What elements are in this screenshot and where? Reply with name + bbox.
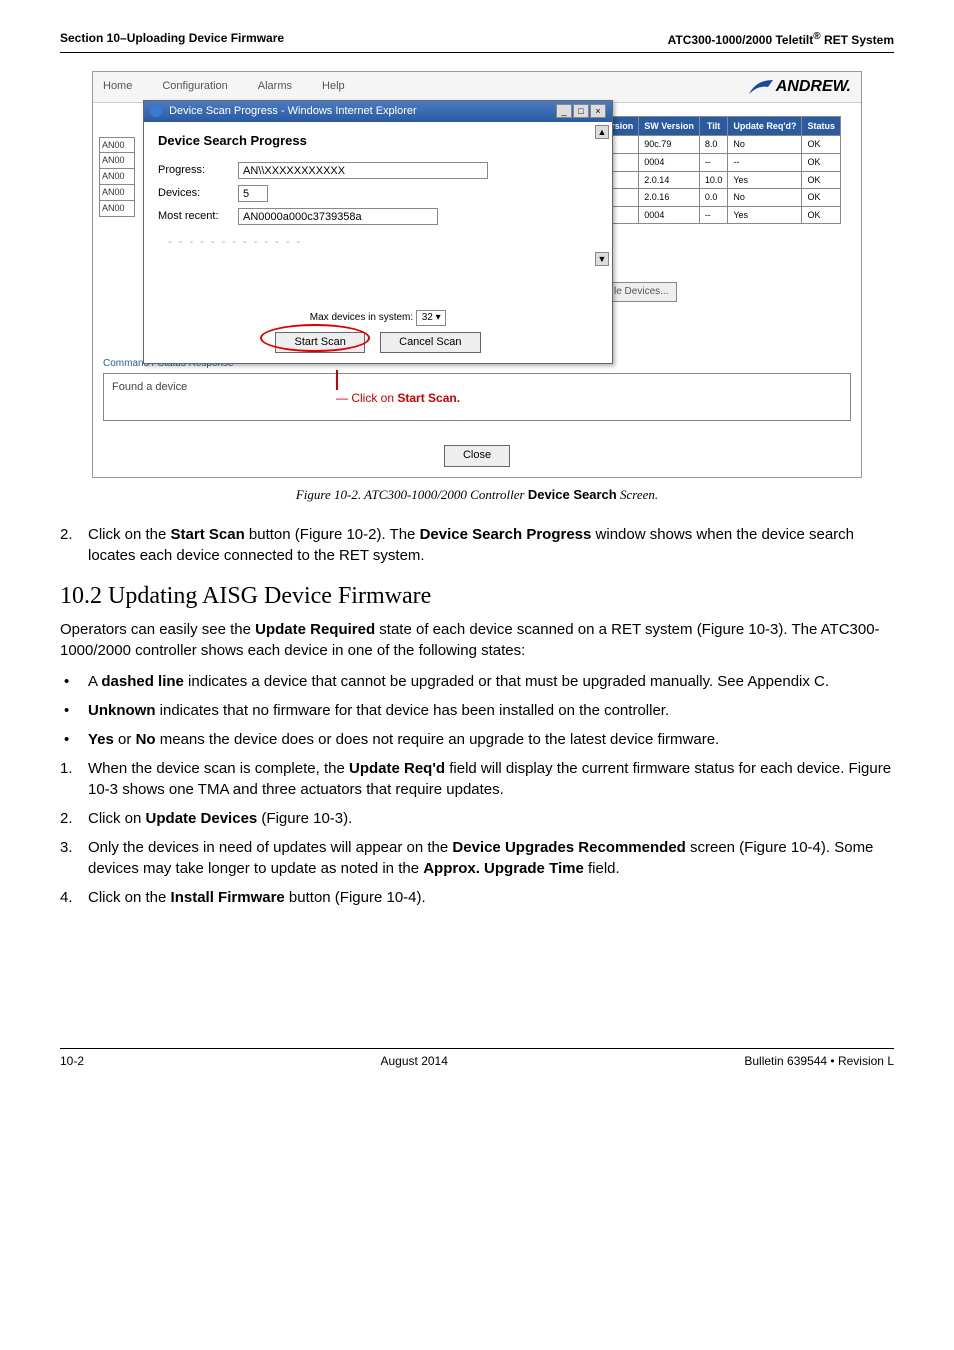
- mostrecent-label: Most recent:: [158, 209, 238, 224]
- swoosh-icon: [748, 78, 774, 96]
- table-cell: No: [728, 136, 802, 154]
- app-menubar: Home Configuration Alarms Help ANDREW.: [93, 72, 861, 103]
- table-cell: 10.0: [699, 171, 728, 189]
- scroll-down-icon[interactable]: ▼: [595, 252, 609, 266]
- figure-caption: Figure 10-2. ATC300-1000/2000 Controller…: [60, 486, 894, 504]
- maxdev-select[interactable]: 32 ▾: [416, 310, 446, 326]
- table-cell: 8.0: [699, 136, 728, 154]
- table-row: 02.0090c.798.0NoOK: [578, 136, 841, 154]
- close-button-bottom[interactable]: Close: [444, 445, 510, 466]
- menu-alarms[interactable]: Alarms: [258, 79, 292, 94]
- footer-right: Bulletin 639544 • Revision L: [744, 1053, 894, 1070]
- table-cell: Yes: [728, 206, 802, 224]
- table-row: AN00: [99, 169, 135, 185]
- close-button[interactable]: ×: [590, 104, 606, 118]
- footer-center: August 2014: [381, 1053, 448, 1070]
- device-scan-dialog: Device Scan Progress - Windows Internet …: [143, 100, 613, 364]
- table-cell: OK: [802, 171, 841, 189]
- table-row: 01.002.0.1410.0YesOK: [578, 171, 841, 189]
- menu-items: Home Configuration Alarms Help: [103, 79, 345, 94]
- dotted-divider: - - - - - - - - - - - - -: [168, 235, 598, 250]
- callout-annotation: — Click on Start Scan.: [336, 390, 460, 407]
- list-item: • A dashed line indicates a device that …: [60, 671, 894, 692]
- list-item: • Unknown indicates that no firmware for…: [60, 700, 894, 721]
- section-intro: Operators can easily see the Update Requ…: [60, 619, 894, 661]
- close-row: Close: [93, 437, 861, 476]
- tile-devices-button[interactable]: le Devices...: [605, 282, 677, 302]
- bullet-list: • A dashed line indicates a device that …: [60, 671, 894, 750]
- table-cell: 90c.79: [639, 136, 700, 154]
- table-cell: 0004: [639, 153, 700, 171]
- table-cell: Yes: [728, 171, 802, 189]
- footer-left: 10-2: [60, 1053, 84, 1070]
- table-cell: 0.0: [699, 189, 728, 207]
- minimize-button[interactable]: _: [556, 104, 572, 118]
- devices-label: Devices:: [158, 186, 238, 201]
- header-right: ATC300-1000/2000 Teletilt® RET System: [668, 30, 894, 49]
- table-cell: OK: [802, 206, 841, 224]
- step-list-2: 1. When the device scan is complete, the…: [60, 758, 894, 908]
- menu-help[interactable]: Help: [322, 79, 345, 94]
- start-scan-button[interactable]: Start Scan: [275, 332, 364, 353]
- status-box: Found a device — Click on Start Scan.: [103, 373, 851, 421]
- step-list-1: 2. Click on the Start Scan button (Figur…: [60, 524, 894, 566]
- bg-left-column: AN00 AN00 AN00 AN00 AN00: [99, 137, 135, 217]
- controller-screenshot: Home Configuration Alarms Help ANDREW. A…: [92, 71, 862, 478]
- table-row: AN00: [99, 185, 135, 201]
- devices-field: 5: [238, 185, 268, 202]
- ie-icon: [150, 105, 162, 117]
- andrew-logo: ANDREW.: [748, 76, 851, 98]
- mostrecent-field: AN0000a000c3739358a: [238, 208, 438, 225]
- table-cell: --: [728, 153, 802, 171]
- list-item: 1. When the device scan is complete, the…: [60, 758, 894, 800]
- table-cell: --: [699, 153, 728, 171]
- progress-field: AN\\XXXXXXXXXXX: [238, 162, 488, 179]
- table-cell: OK: [802, 189, 841, 207]
- status-text: Found a device: [112, 381, 187, 393]
- header-left: Section 10–Uploading Device Firmware: [60, 30, 284, 49]
- table-row: 040004----OK: [578, 153, 841, 171]
- callout-line: [336, 370, 338, 390]
- dialog-body: ▲ Device Search Progress Progress: AN\\X…: [144, 122, 612, 269]
- scroll-up-icon[interactable]: ▲: [595, 125, 609, 139]
- col-update: Update Req'd?: [728, 116, 802, 136]
- dialog-titlebar: Device Scan Progress - Windows Internet …: [144, 101, 612, 122]
- table-cell: No: [728, 189, 802, 207]
- section-heading: 10.2 Updating AISG Device Firmware: [60, 580, 894, 614]
- maximize-button[interactable]: □: [573, 104, 589, 118]
- window-buttons: _ □ ×: [556, 104, 606, 118]
- menu-home[interactable]: Home: [103, 79, 132, 94]
- menu-config[interactable]: Configuration: [162, 79, 227, 94]
- dialog-bottom-row: Max devices in system: 32 ▾ Start Scan C…: [144, 309, 612, 363]
- table-cell: 2.0.16: [639, 189, 700, 207]
- table-row: AN00: [99, 201, 135, 217]
- table-row: AN00: [99, 153, 135, 169]
- table-cell: 0004: [639, 206, 700, 224]
- dialog-heading: Device Search Progress: [158, 132, 598, 150]
- table-cell: OK: [802, 153, 841, 171]
- device-status-table: HW Version SW Version Tilt Update Req'd?…: [577, 116, 841, 225]
- table-row: 040004--YesOK: [578, 206, 841, 224]
- progress-label: Progress:: [158, 163, 238, 178]
- dialog-title-text: Device Scan Progress - Windows Internet …: [150, 104, 417, 119]
- status-area: Command / Status Response Found a device…: [93, 353, 861, 437]
- maxdev-label: Max devices in system:: [310, 312, 413, 323]
- list-item: 4. Click on the Install Firmware button …: [60, 887, 894, 908]
- table-cell: OK: [802, 136, 841, 154]
- col-sw: SW Version: [639, 116, 700, 136]
- list-item: 3. Only the devices in need of updates w…: [60, 837, 894, 879]
- page-header: Section 10–Uploading Device Firmware ATC…: [60, 30, 894, 53]
- cancel-scan-button[interactable]: Cancel Scan: [380, 332, 480, 353]
- col-tilt: Tilt: [699, 116, 728, 136]
- col-status: Status: [802, 116, 841, 136]
- list-item: 2. Click on Update Devices (Figure 10-3)…: [60, 808, 894, 829]
- table-cell: 2.0.14: [639, 171, 700, 189]
- page-footer: 10-2 August 2014 Bulletin 639544 • Revis…: [60, 1048, 894, 1070]
- table-row: 01.002.0.160.0NoOK: [578, 189, 841, 207]
- table-row: AN00: [99, 137, 135, 153]
- table-cell: --: [699, 206, 728, 224]
- list-item: 2. Click on the Start Scan button (Figur…: [60, 524, 894, 566]
- list-item: • Yes or No means the device does or doe…: [60, 729, 894, 750]
